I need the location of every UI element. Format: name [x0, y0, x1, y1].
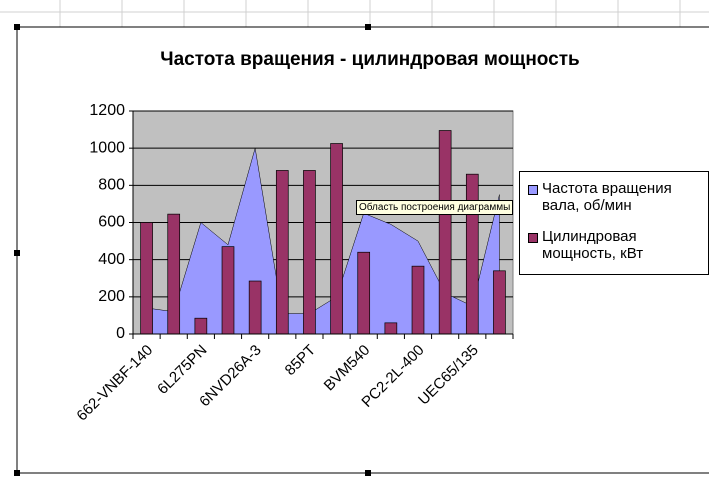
- selection-handles: [14, 24, 371, 476]
- bar: [384, 322, 398, 335]
- chart-title: Частота вращения - цилиндровая мощность: [160, 49, 579, 70]
- bar: [140, 222, 153, 335]
- bar: [465, 173, 479, 335]
- sheet-grid: [0, 0, 709, 27]
- bar: [330, 143, 343, 335]
- bar: [357, 251, 371, 335]
- bar: [493, 270, 506, 335]
- legend-swatch: [528, 185, 538, 195]
- y-tick-label: 1200: [89, 102, 125, 119]
- bar: [303, 170, 316, 335]
- bar: [411, 265, 425, 335]
- y-tick-label: 0: [116, 325, 125, 342]
- legend-entry: Цилиндровая мощность, кВт: [528, 228, 704, 262]
- bar: [167, 213, 181, 335]
- bar: [248, 280, 262, 335]
- y-tick-label: 400: [98, 251, 125, 268]
- bar: [275, 170, 289, 335]
- y-tick-label: 800: [98, 177, 125, 194]
- legend-label: Частота вращения вала, об/мин: [542, 180, 672, 214]
- y-tick-label: 200: [98, 288, 125, 305]
- bar: [221, 246, 235, 335]
- y-tick-label: 600: [98, 214, 125, 231]
- tooltip: Область построения диаграммы: [356, 200, 514, 215]
- legend-entry: Частота вращения вала, об/мин: [528, 180, 704, 214]
- bar: [194, 317, 208, 335]
- legend: Частота вращения вала, об/мин Цилиндровая…: [519, 171, 709, 275]
- y-tick-label: 1000: [89, 139, 125, 156]
- legend-swatch: [528, 233, 538, 243]
- bar: [438, 130, 452, 335]
- legend-label: Цилиндровая мощность, кВт: [542, 228, 644, 262]
